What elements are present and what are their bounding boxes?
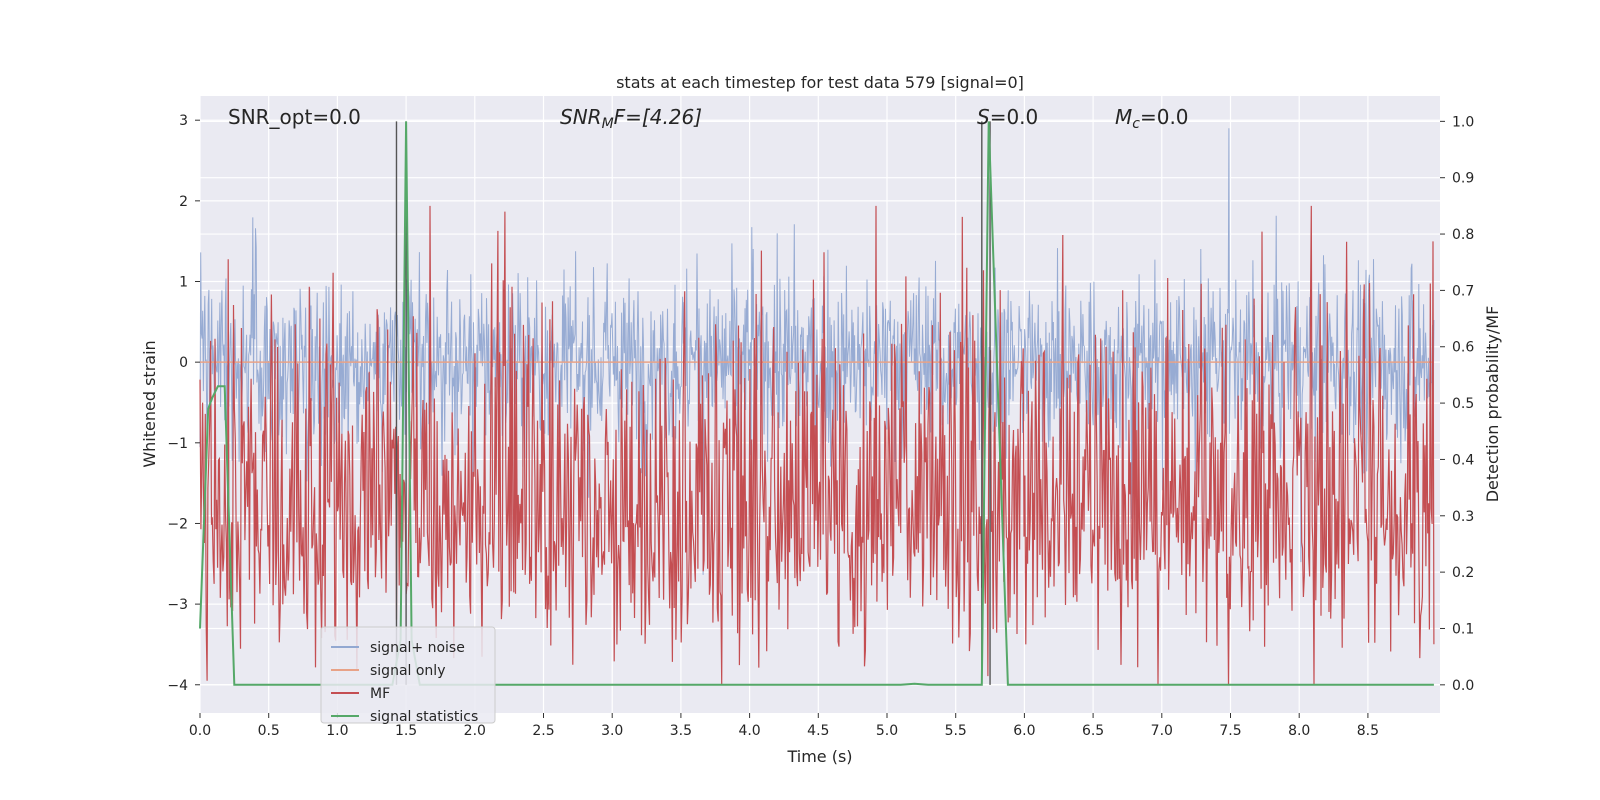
y-tick-label: −1 bbox=[167, 436, 188, 452]
x-axis-label: Time (s) bbox=[786, 747, 852, 766]
y-right-tick-label: 0.8 bbox=[1452, 227, 1474, 243]
legend: signal+ noise signal only MF signal statist… bbox=[320, 626, 496, 725]
x-tick-label: 2.5 bbox=[532, 723, 554, 739]
series-layer bbox=[199, 121, 1435, 686]
y-tick-label: −4 bbox=[167, 678, 188, 694]
mc-value: =0.0 bbox=[1140, 105, 1189, 129]
y-right-tick-label: 0.4 bbox=[1452, 452, 1474, 468]
annotation-snr-opt: SNR_opt=0.0 bbox=[228, 105, 361, 129]
x-axis-ticks: 0.0 0.5 1.0 1.5 2.0 2.5 3.0 3.5 4.0 4.5 5.0 5.5 6.0 6… bbox=[189, 713, 1379, 739]
y-tick-label: 0 bbox=[179, 355, 188, 371]
s-label: S bbox=[977, 105, 990, 129]
legend-label: MF bbox=[370, 686, 390, 702]
mc-sub: c bbox=[1132, 116, 1140, 132]
s-value: =0.0 bbox=[990, 105, 1039, 129]
x-tick-label: 7.5 bbox=[1219, 723, 1241, 739]
x-tick-label: 2.0 bbox=[464, 723, 486, 739]
right-y-axis-ticks: 1.0 0.9 0.8 0.7 0.6 0.5 0.4 0.3 0.2 0.1 0.0 bbox=[1440, 114, 1474, 694]
y-right-tick-label: 0.6 bbox=[1452, 340, 1474, 356]
legend-box bbox=[320, 626, 496, 724]
x-tick-label: 4.5 bbox=[807, 723, 829, 739]
y-tick-label: −3 bbox=[167, 597, 188, 613]
snr-mf-sub: M bbox=[602, 116, 614, 132]
x-tick-label: 6.5 bbox=[1082, 723, 1104, 739]
x-tick-label: 0.0 bbox=[189, 723, 211, 739]
snr-mf-rest: F=[4.26] bbox=[614, 105, 702, 129]
mc-base: M bbox=[1115, 105, 1132, 129]
y-right-tick-label: 0.1 bbox=[1452, 621, 1474, 637]
y-tick-label: 3 bbox=[179, 113, 188, 129]
x-tick-label: 8.0 bbox=[1288, 723, 1310, 739]
x-tick-label: 0.5 bbox=[258, 723, 280, 739]
x-tick-label: 1.5 bbox=[395, 723, 417, 739]
series-signal-statistics-line bbox=[199, 121, 1434, 686]
x-tick-label: 3.0 bbox=[601, 723, 623, 739]
x-tick-label: 6.0 bbox=[1013, 723, 1035, 739]
y-tick-label: 1 bbox=[179, 275, 188, 291]
x-tick-label: 8.5 bbox=[1357, 723, 1379, 739]
y-right-tick-label: 0.9 bbox=[1452, 171, 1474, 187]
legend-label: signal only bbox=[370, 663, 445, 679]
x-tick-label: 4.0 bbox=[738, 723, 760, 739]
x-tick-label: 5.0 bbox=[876, 723, 898, 739]
y-right-tick-label: 0.2 bbox=[1452, 565, 1474, 581]
x-tick-label: 1.0 bbox=[326, 723, 348, 739]
snr-mf-base: SNR bbox=[560, 105, 602, 129]
x-tick-label: 7.0 bbox=[1151, 723, 1173, 739]
y-right-tick-label: 0.7 bbox=[1452, 283, 1474, 299]
annotation-mc: Mc=0.0 bbox=[1115, 105, 1189, 132]
left-y-axis-ticks: 3 2 1 0 −1 −2 −3 −4 bbox=[167, 113, 200, 694]
annotation-s: S=0.0 bbox=[977, 105, 1038, 129]
right-y-axis-label: Detection probability/MF bbox=[1483, 306, 1502, 503]
y-tick-label: 2 bbox=[179, 194, 188, 210]
chart-title: stats at each timestep for test data 579… bbox=[616, 73, 1024, 92]
annotation-snr-mf: SNRMF=[4.26] bbox=[560, 105, 702, 132]
y-right-tick-label: 0.3 bbox=[1452, 509, 1474, 525]
x-tick-label: 5.5 bbox=[945, 723, 967, 739]
y-right-tick-label: 0.5 bbox=[1452, 396, 1474, 412]
left-y-axis-label: Whitened strain bbox=[140, 340, 159, 467]
legend-label: signal+ noise bbox=[370, 640, 465, 656]
y-right-tick-label: 1.0 bbox=[1452, 114, 1474, 130]
y-right-tick-label: 0.0 bbox=[1452, 678, 1474, 694]
legend-label: signal statistics bbox=[370, 709, 478, 725]
y-tick-label: −2 bbox=[167, 516, 188, 532]
x-tick-label: 3.5 bbox=[670, 723, 692, 739]
